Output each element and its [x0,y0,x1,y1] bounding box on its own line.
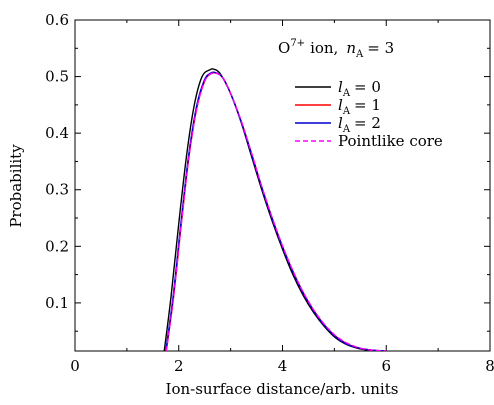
annotation-n-symbol: n [346,39,356,57]
annotation-ion-word: ion, [310,39,338,57]
legend-symbol: l [338,96,343,114]
y-axis-title: Probability [7,144,25,228]
x-tick-label: 2 [174,357,184,375]
annotation-n-sub: A [355,49,364,60]
legend-label-1: lA = 1 [338,96,381,117]
plot-area-frame [74,19,491,352]
x-tick-label: 4 [278,357,288,375]
legend-subscript: A [342,88,351,99]
legend-label-0: lA = 0 [338,78,381,99]
legend-symbol: l [338,114,343,132]
y-tick-label: 0.3 [45,181,69,199]
series-line-0 [163,68,387,351]
legend-symbol: l [338,78,343,96]
series-line-3 [165,72,387,351]
legend-value: = 0 [354,78,381,96]
series-layer [163,68,387,351]
y-tick-label: 0.2 [45,237,69,255]
annotation-charge: 7+ [290,38,305,49]
legend-label-3: Pointlike core [338,132,443,150]
y-tick-label: 0.4 [45,124,69,142]
chart-annotation: O7+ ion, nA = 3 [278,38,394,60]
annotation-n-eq: = 3 [367,39,394,57]
annotation-ion: O [278,39,290,57]
x-tick-label: 6 [381,357,391,375]
x-tick-label: 8 [485,357,494,375]
legend-value: = 1 [354,96,381,114]
legend-label-2: lA = 2 [338,114,381,135]
y-tick-label: 0.6 [45,11,69,29]
y-tick-label: 0.5 [45,68,69,86]
y-tick-label: 0.1 [45,294,69,312]
ticks-layer: 0 2 4 6 8 0.1 0.2 0.3 0.4 0.5 0.6 [45,11,494,375]
x-tick-label: 0 [70,357,80,375]
x-axis-title: Ion-surface distance/arb. units [166,380,399,398]
legend-value: = 2 [354,114,381,132]
legend-subscript: A [342,124,351,135]
legend-subscript: A [342,106,351,117]
